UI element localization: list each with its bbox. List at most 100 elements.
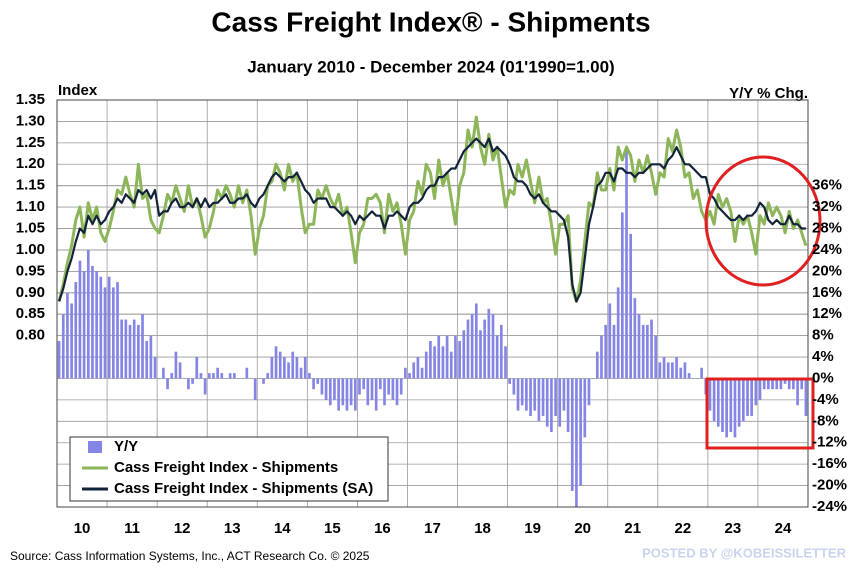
bar <box>328 378 332 406</box>
y-tick-label: 1.05 <box>16 219 45 236</box>
y2-tick-label: 20% <box>812 262 842 279</box>
bar <box>182 378 186 379</box>
bar <box>232 373 236 379</box>
x-tick-label: 16 <box>374 520 391 537</box>
x-tick-label: 17 <box>424 520 441 537</box>
x-tick-label: 18 <box>474 520 491 537</box>
bar <box>500 324 503 379</box>
bar <box>487 308 491 379</box>
bar <box>99 276 103 379</box>
bar <box>303 357 307 379</box>
bar <box>441 346 445 379</box>
y-axis-label: Index <box>58 82 98 99</box>
bar <box>216 367 219 379</box>
bar <box>696 378 699 379</box>
x-tick-label: 20 <box>574 520 591 537</box>
bar <box>253 378 257 400</box>
bar <box>762 378 766 390</box>
bar <box>666 362 670 379</box>
bar <box>166 378 169 390</box>
y-tick-label: 1.25 <box>16 134 45 151</box>
bar <box>604 324 607 379</box>
bar <box>103 287 107 379</box>
bar <box>591 378 595 379</box>
bar <box>433 346 436 379</box>
bar <box>712 378 716 422</box>
bar <box>675 357 678 379</box>
bar <box>299 367 303 379</box>
bar <box>237 378 240 379</box>
y-tick-label: 1.20 <box>16 155 45 172</box>
bar <box>424 351 428 379</box>
bar <box>716 378 720 427</box>
bar <box>170 373 174 379</box>
bar <box>387 378 391 395</box>
bar <box>366 378 370 406</box>
bar <box>566 378 570 433</box>
bar <box>625 148 628 379</box>
x-tick-label: 22 <box>674 520 691 537</box>
bar <box>241 378 244 379</box>
bar <box>737 378 741 427</box>
bar <box>349 378 353 406</box>
bar <box>646 324 649 379</box>
bar <box>178 362 182 379</box>
bar <box>725 378 728 438</box>
bar <box>70 303 73 379</box>
bar <box>583 378 587 438</box>
bar <box>804 378 808 416</box>
bar <box>157 378 161 379</box>
line <box>58 137 806 303</box>
bar <box>316 378 320 384</box>
y2-tick-label: 12% <box>812 305 842 322</box>
bar <box>658 362 662 379</box>
bar <box>141 314 144 379</box>
y2-tick-label: -24% <box>812 498 847 515</box>
bar <box>287 362 290 379</box>
bar <box>429 340 432 379</box>
bar <box>458 340 461 379</box>
legend-label: Cass Freight Index - Shipments (SA) <box>114 480 373 497</box>
y2-axis-label: Y/Y % Chg. <box>729 85 808 102</box>
y2-tick-label: 16% <box>812 284 842 301</box>
x-tick-label: 10 <box>74 520 91 537</box>
bar <box>691 378 695 379</box>
bar <box>750 378 754 416</box>
bar <box>454 335 457 379</box>
bar <box>771 378 774 390</box>
bar <box>608 303 612 379</box>
bar <box>525 378 528 411</box>
bar <box>445 335 449 379</box>
y2-tick-label: 28% <box>812 219 842 236</box>
bar <box>579 378 582 486</box>
bar <box>767 378 770 390</box>
bar <box>283 357 286 379</box>
bar <box>337 378 340 411</box>
bar <box>470 314 474 379</box>
x-tick-label: 23 <box>725 520 742 537</box>
bar <box>199 373 203 379</box>
bar <box>295 357 299 379</box>
bar <box>57 340 61 379</box>
bar <box>116 282 119 379</box>
x-tick-label: 11 <box>124 520 140 537</box>
bar <box>107 276 111 379</box>
bar <box>266 373 270 379</box>
bar <box>516 378 520 411</box>
y-tick-label: 0.95 <box>16 262 45 279</box>
bar <box>558 378 562 427</box>
y-tick-label: 0.90 <box>16 284 45 301</box>
bar <box>491 314 495 379</box>
bar <box>379 378 382 390</box>
y2-tick-label: 8% <box>812 327 834 344</box>
bar <box>412 362 416 379</box>
bar <box>78 260 82 379</box>
plot-frame <box>56 99 809 508</box>
bar <box>61 314 65 379</box>
bar <box>483 319 486 379</box>
source-note: Source: Cass Information Systems, Inc., … <box>10 549 370 563</box>
bar <box>145 340 149 379</box>
x-tick-label: 15 <box>324 520 341 537</box>
bar <box>754 378 758 406</box>
bar <box>187 378 190 390</box>
